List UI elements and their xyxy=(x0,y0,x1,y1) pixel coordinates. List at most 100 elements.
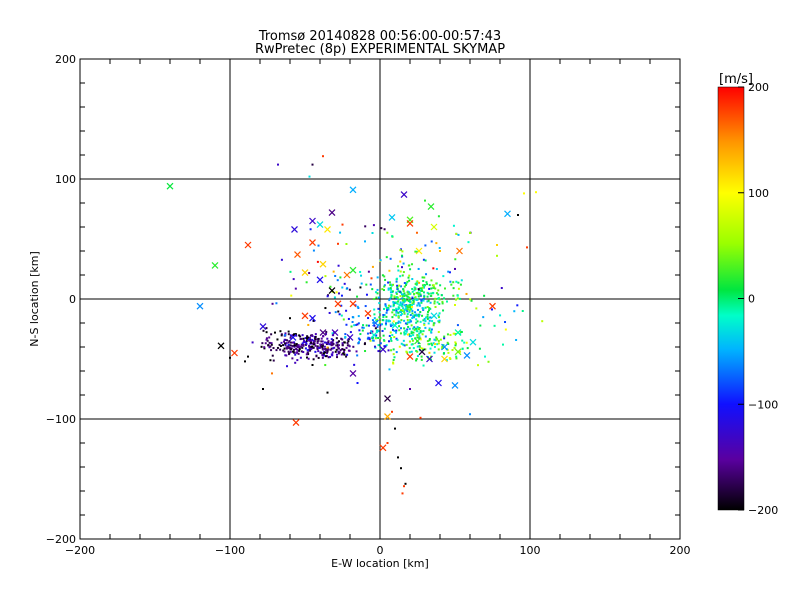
velocity-dot xyxy=(410,308,413,311)
velocity-dot xyxy=(401,492,404,495)
velocity-dot xyxy=(409,303,412,306)
velocity-dot xyxy=(312,346,315,349)
velocity-dot xyxy=(335,337,338,340)
velocity-dot xyxy=(349,331,352,334)
velocity-dot xyxy=(432,284,435,287)
velocity-dot xyxy=(411,287,414,290)
velocity-dot xyxy=(362,326,365,329)
velocity-dot xyxy=(284,354,287,357)
velocity-dot xyxy=(399,302,402,305)
velocity-dot xyxy=(397,308,400,311)
velocity-dot xyxy=(353,324,356,327)
velocity-cross xyxy=(309,239,316,247)
velocity-dot xyxy=(306,356,309,359)
velocity-dot xyxy=(420,289,423,292)
velocity-dot xyxy=(295,334,298,337)
velocity-dot xyxy=(333,346,336,349)
velocity-dot xyxy=(388,334,391,337)
velocity-dot xyxy=(327,340,330,343)
velocity-dot xyxy=(282,349,285,352)
velocity-dot xyxy=(424,335,427,338)
velocity-cross xyxy=(319,329,327,337)
velocity-dot xyxy=(392,353,395,356)
velocity-dot xyxy=(320,340,323,343)
velocity-dot xyxy=(270,333,273,336)
y-tick-label: 100 xyxy=(55,173,76,186)
velocity-dot xyxy=(411,305,414,308)
velocity-dot xyxy=(408,279,411,282)
velocity-dot xyxy=(435,338,438,341)
velocity-dot xyxy=(411,312,414,315)
velocity-dot xyxy=(411,310,414,313)
velocity-dot xyxy=(423,284,426,287)
velocity-dot xyxy=(347,344,350,347)
velocity-cross xyxy=(316,221,324,229)
velocity-dot xyxy=(484,355,486,358)
velocity-dot xyxy=(384,303,387,306)
velocity-dot xyxy=(383,284,386,287)
velocity-dot xyxy=(324,348,327,351)
velocity-dot xyxy=(415,359,418,362)
velocity-dot xyxy=(337,344,340,347)
velocity-dot xyxy=(325,332,328,335)
velocity-dot xyxy=(310,339,313,342)
velocity-dot xyxy=(332,339,335,342)
velocity-dot xyxy=(424,316,427,319)
velocity-dot xyxy=(373,324,376,327)
velocity-dot xyxy=(402,309,405,312)
velocity-dot xyxy=(417,328,420,331)
velocity-dot xyxy=(369,283,372,286)
velocity-dot xyxy=(420,298,423,301)
velocity-dot xyxy=(301,334,304,337)
velocity-dot xyxy=(433,286,436,289)
velocity-dot xyxy=(377,296,380,299)
velocity-dot xyxy=(251,341,254,344)
velocity-dot xyxy=(347,317,350,320)
velocity-dot xyxy=(394,427,396,430)
velocity-dot xyxy=(289,270,292,273)
velocity-dot xyxy=(289,350,292,353)
velocity-dot xyxy=(340,353,343,356)
velocity-dot xyxy=(342,352,345,355)
velocity-dot xyxy=(286,346,289,349)
velocity-dot xyxy=(340,294,343,297)
velocity-dot xyxy=(341,344,344,347)
velocity-dot xyxy=(452,281,455,284)
velocity-dot xyxy=(416,336,419,339)
velocity-dot xyxy=(407,300,410,303)
velocity-cross xyxy=(441,355,448,363)
velocity-dot xyxy=(413,314,416,317)
velocity-dot xyxy=(469,298,472,301)
velocity-dot xyxy=(387,287,390,290)
velocity-dot xyxy=(371,265,374,268)
velocity-dot xyxy=(424,348,427,351)
velocity-dot xyxy=(279,348,282,351)
velocity-dot xyxy=(340,304,343,307)
velocity-dot xyxy=(341,342,344,345)
velocity-dot xyxy=(401,295,404,298)
velocity-cross xyxy=(379,444,387,452)
velocity-dot xyxy=(394,302,397,305)
velocity-cross xyxy=(384,395,391,403)
velocity-dot xyxy=(347,340,350,343)
velocity-dot xyxy=(291,344,294,347)
velocity-dot xyxy=(382,339,385,342)
velocity-dot xyxy=(418,303,421,306)
colorbar-tick-label: −100 xyxy=(748,398,778,411)
velocity-dot xyxy=(437,297,440,300)
velocity-dot xyxy=(271,354,274,357)
velocity-dot xyxy=(383,228,386,231)
velocity-dot xyxy=(415,292,418,295)
velocity-dot xyxy=(262,329,265,332)
velocity-dot xyxy=(316,346,319,349)
velocity-dot xyxy=(371,337,374,340)
velocity-dot xyxy=(351,316,354,319)
velocity-dot xyxy=(261,342,264,345)
velocity-dot xyxy=(381,329,384,332)
velocity-dot xyxy=(317,356,320,359)
velocity-dot xyxy=(280,333,283,336)
velocity-dot xyxy=(437,293,440,296)
velocity-dot xyxy=(384,322,387,325)
velocity-dot xyxy=(448,271,451,274)
velocity-dot xyxy=(414,311,417,314)
